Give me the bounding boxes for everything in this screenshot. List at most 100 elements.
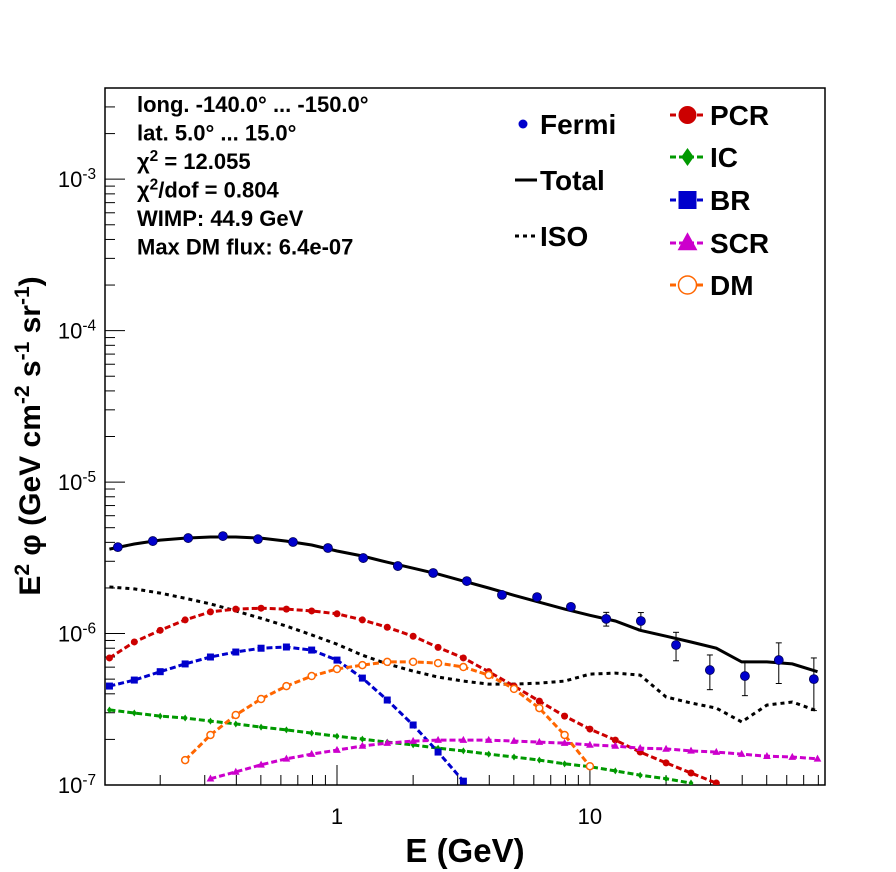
x-tick-label: 10 (578, 804, 602, 829)
text-part: /dof = 0.804 (158, 178, 279, 203)
y-tick-label: 10-4 (58, 317, 97, 344)
marker (283, 726, 289, 734)
marker (333, 610, 341, 618)
marker (510, 736, 518, 744)
text-part: E (14, 576, 47, 596)
marker (180, 755, 190, 765)
marker (258, 723, 264, 731)
marker (257, 644, 265, 652)
data-point (112, 542, 123, 553)
marker (359, 735, 365, 743)
marker (562, 760, 568, 768)
annotation: Max DM flux: 6.4e-07 (137, 235, 353, 260)
marker (282, 681, 291, 691)
marker (712, 747, 721, 755)
marker (459, 735, 468, 743)
marker (560, 738, 569, 746)
data-point (323, 543, 333, 553)
marker (409, 721, 417, 729)
data-point (358, 553, 369, 563)
marker (282, 605, 290, 613)
text-part: lat. 5.0° ... 15.0° (137, 121, 296, 146)
marker (678, 106, 697, 124)
tick-exponent: -5 (82, 469, 96, 486)
data-point (253, 534, 263, 545)
marker (233, 720, 239, 728)
text-part: Max DM flux: 6.4e-07 (137, 235, 353, 260)
text-part: χ (137, 149, 150, 174)
tick-exponent: -6 (82, 620, 96, 637)
marker (256, 694, 266, 704)
tick-base: 10 (58, 470, 82, 495)
plot-frame (104, 87, 826, 786)
marker (382, 657, 392, 667)
marker (182, 714, 188, 722)
marker (358, 616, 366, 624)
marker (535, 697, 543, 705)
superscript: -2 (11, 385, 34, 404)
text-part: long. -140.0° ... -150.0° (137, 92, 369, 117)
marker (105, 682, 113, 690)
data-point (392, 561, 403, 571)
data-point (601, 613, 612, 624)
marker (282, 754, 291, 762)
marker (333, 745, 341, 753)
data-point (428, 568, 439, 578)
data-point (461, 576, 472, 586)
text-part: WIMP: 44.9 GeV (137, 206, 304, 231)
marker (409, 736, 417, 744)
marker (459, 662, 468, 672)
superscript: -1 (11, 341, 34, 360)
marker (307, 749, 316, 757)
marker (358, 741, 367, 749)
marker (232, 605, 240, 613)
marker (257, 760, 265, 768)
marker (636, 743, 645, 751)
marker (535, 737, 544, 745)
y-axis-title: E2 φ (GeV cm-2 s-1 sr-1) (11, 276, 48, 595)
marker (662, 759, 670, 767)
marker (459, 777, 467, 785)
marker (181, 616, 189, 624)
marker (434, 748, 442, 756)
marker (206, 653, 214, 661)
text-part: χ (137, 178, 150, 203)
marker (509, 684, 519, 694)
marker (611, 736, 619, 744)
annotation: WIMP: 44.9 GeV (137, 206, 304, 231)
marker (484, 670, 493, 680)
superscript: 2 (150, 176, 159, 193)
marker (586, 725, 594, 733)
y-tick-label: 10-6 (58, 620, 96, 647)
marker (232, 648, 240, 656)
annotation: χ2 = 12.055 (137, 148, 251, 175)
marker (511, 753, 517, 761)
tick-base: 10 (58, 622, 82, 647)
marker (737, 749, 746, 757)
marker (585, 761, 595, 771)
superscript: 2 (150, 148, 159, 165)
y-tick-label: 10-7 (58, 772, 96, 799)
annotation: long. -140.0° ... -150.0° (137, 92, 369, 117)
marker (206, 608, 214, 616)
legend-label: SCR (710, 228, 769, 259)
marker (460, 747, 466, 755)
marker (181, 660, 189, 668)
marker (433, 658, 443, 668)
marker (687, 746, 695, 754)
marker (560, 730, 569, 740)
marker (677, 275, 698, 295)
marker (662, 744, 670, 752)
text-part: s (14, 360, 47, 385)
marker (763, 751, 771, 759)
marker (308, 646, 316, 654)
marker (157, 712, 163, 720)
superscript: 2 (11, 564, 34, 576)
data-point (635, 616, 646, 626)
marker (434, 735, 442, 743)
data-point (147, 536, 158, 546)
data-point (288, 537, 298, 547)
marker (130, 638, 138, 646)
marker (332, 664, 342, 674)
